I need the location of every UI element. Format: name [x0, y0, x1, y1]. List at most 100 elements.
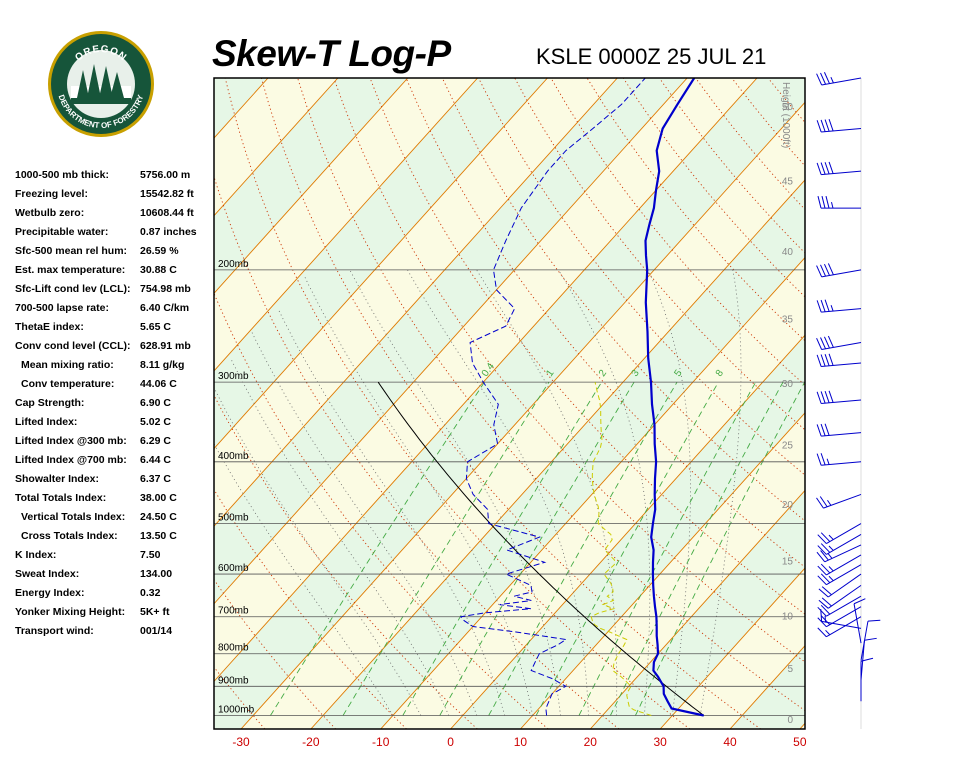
stat-row: 1000-500 mb thick: 5756.00 m — [15, 169, 215, 188]
wind-barb — [817, 554, 862, 576]
stat-row: Mean mixing ratio: 8.11 g/kg — [15, 359, 215, 378]
dry-adiabat — [214, 394, 478, 729]
dewpoint-line — [459, 78, 646, 716]
pressure-label: 200mb — [218, 259, 249, 270]
height-tick-label: 5 — [787, 664, 793, 675]
stat-row: Conv temperature: 44.06 C — [15, 378, 215, 397]
mixing-ratio-line — [402, 381, 602, 716]
wind-barb — [816, 335, 862, 350]
wind-barb — [816, 423, 862, 437]
pressure-label: 900mb — [218, 675, 249, 686]
isotherm-line — [214, 78, 409, 294]
dry-adiabat — [214, 578, 337, 729]
height-tick-label: 30 — [782, 379, 794, 390]
stat-row: ThetaE index: 5.65 C — [15, 321, 215, 340]
dry-adiabat — [214, 175, 620, 729]
stat-label: Est. max temperature: — [15, 264, 126, 276]
wind-barb — [817, 595, 862, 617]
stat-row: Est. max temperature: 30.88 C — [15, 264, 215, 283]
wind-barb — [816, 161, 862, 176]
stat-label: Lifted Index @300 mb: — [15, 435, 127, 447]
pressure-label: 500mb — [218, 513, 249, 524]
isotherm-line — [240, 101, 805, 729]
stat-label: K Index: — [15, 549, 57, 561]
pressure-label: 800mb — [218, 643, 249, 654]
dry-adiabat — [260, 78, 761, 729]
wetbulb-line — [590, 382, 652, 716]
stat-value: 5K+ ft — [140, 606, 170, 618]
stat-label: Lifted Index: — [15, 416, 78, 428]
stat-label: Wetbulb zero: — [15, 207, 85, 219]
pressure-label: 300mb — [218, 371, 249, 382]
mixing-ratio-line — [270, 381, 485, 716]
stat-label: Freezing level: — [15, 188, 88, 200]
x-tick-label: -10 — [372, 735, 390, 749]
height-axis-label: Height (1000ft) — [780, 82, 791, 148]
isotherm-line — [310, 179, 805, 729]
stat-row: Transport wind: 001/14 — [15, 625, 215, 644]
wind-barb — [817, 523, 862, 545]
x-tick-label: 30 — [653, 735, 667, 749]
stat-label: Energy Index: — [15, 587, 85, 599]
stat-row: Total Totals Index: 38.00 C — [15, 492, 215, 511]
stat-row: Yonker Mixing Height: 5K+ ft — [15, 606, 215, 625]
stat-value: 13.50 C — [140, 530, 177, 542]
stat-label: Showalter Index: — [15, 473, 100, 485]
wind-barb — [818, 584, 862, 609]
stat-label: 700-500 lapse rate: — [15, 302, 109, 314]
stat-label: Mean mixing ratio: — [21, 359, 114, 371]
stat-label: Cap Strength: — [15, 397, 85, 409]
stat-value: 24.50 C — [140, 511, 177, 523]
pressure-label: 700mb — [218, 606, 249, 617]
stat-value: 8.11 g/kg — [140, 359, 185, 371]
stat-row: Lifted Index: 5.02 C — [15, 416, 215, 435]
stability-indices-panel: 1000-500 mb thick: 5756.00 m Freezing leve… — [15, 169, 215, 644]
mixing-ratio-line — [609, 381, 784, 716]
mixing-ratio-line — [634, 381, 805, 716]
stat-row: Cross Totals Index: 13.50 C — [15, 530, 215, 549]
mixing-ratio-line — [535, 381, 719, 716]
wind-barb — [816, 544, 862, 563]
wind-barb — [817, 606, 862, 628]
height-tick-label: 10 — [782, 611, 794, 622]
isotherm-line — [0, 78, 198, 729]
stat-value: 6.44 C — [140, 454, 171, 466]
stat-label: Sfc-Lift cond lev (LCL): — [15, 283, 131, 295]
stat-row: 700-500 lapse rate: 6.40 C/km — [15, 302, 215, 321]
wind-barb — [860, 657, 874, 702]
stat-value: 7.50 — [140, 549, 161, 561]
stat-label: Conv temperature: — [21, 378, 115, 390]
isotherm-line — [214, 78, 478, 372]
height-tick-label: 35 — [782, 315, 794, 326]
stat-value: 44.06 C — [140, 378, 177, 390]
stat-row: Sfc-Lift cond lev (LCL): 754.98 mb — [15, 283, 215, 302]
stat-label: Lifted Index @700 mb: — [15, 454, 127, 466]
wind-barb — [816, 72, 862, 86]
dry-adiabat — [840, 78, 960, 729]
x-tick-label: 40 — [723, 735, 737, 749]
moist-adiabat — [349, 269, 561, 716]
stat-value: 38.00 C — [140, 492, 177, 504]
stat-label: 1000-500 mb thick: — [15, 169, 109, 181]
stat-value: 6.90 C — [140, 397, 171, 409]
wind-barb — [816, 493, 862, 509]
stat-value: 26.59 % — [140, 245, 179, 257]
stat-label: Total Totals Index: — [15, 492, 107, 504]
stat-label: Sfc-500 mean rel hum: — [15, 245, 128, 257]
isotherm-line — [214, 78, 758, 683]
stat-row: Lifted Index @300 mb: 6.29 C — [15, 435, 215, 454]
stat-row: Showalter Index: 6.37 C — [15, 473, 215, 492]
mixing-ratio-line — [578, 381, 757, 716]
stat-value: 628.91 mb — [140, 340, 191, 352]
x-tick-label: 0 — [447, 735, 454, 749]
stat-row: Precipitable water: 0.87 inches — [15, 226, 215, 245]
stat-value: 5756.00 m — [140, 169, 191, 181]
isotherm-line — [659, 567, 805, 729]
mixing-ratio-label: 3 — [630, 368, 642, 379]
height-tick-label: 25 — [782, 441, 794, 452]
stat-value: 10608.44 ft — [140, 207, 194, 219]
wind-barb — [816, 299, 862, 313]
mixing-ratio-label: 8 — [714, 368, 726, 379]
stat-value: 6.29 C — [140, 435, 171, 447]
mixing-ratio-label: 2 — [597, 368, 609, 379]
